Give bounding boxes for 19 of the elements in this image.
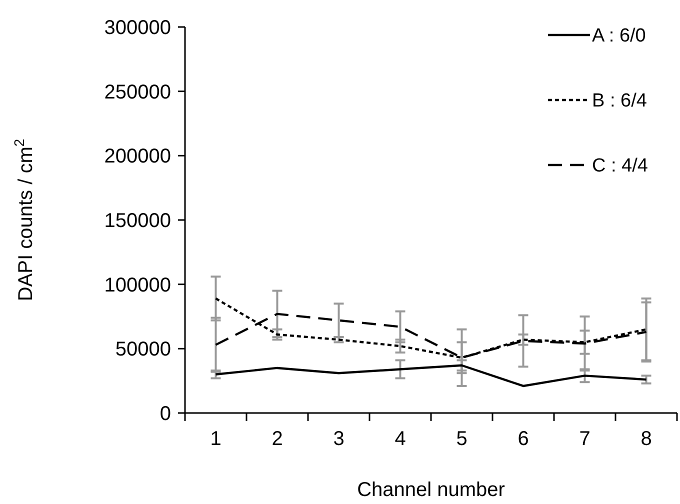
legend-label: B : 6/4 (592, 90, 648, 112)
y-tick-label: 150000 (104, 210, 171, 232)
x-axis-title: Channel number (357, 479, 506, 501)
y-tick-label: 0 (160, 403, 171, 425)
x-tick-label: 1 (210, 428, 222, 450)
y-tick-label: 50000 (115, 338, 171, 361)
x-tick-label: 5 (456, 428, 468, 450)
x-tick-label: 7 (579, 428, 590, 450)
x-tick-label: 3 (333, 428, 344, 450)
x-tick-label: 8 (640, 428, 652, 450)
x-tick-label: 6 (518, 428, 529, 450)
legend-label: C : 4/4 (592, 156, 648, 177)
legend-label: A : 6/0 (592, 26, 646, 47)
x-tick-label: 2 (272, 428, 283, 450)
x-tick-label: 4 (394, 428, 406, 450)
y-tick-label: 250000 (104, 81, 171, 104)
y-tick-label: 100000 (104, 274, 171, 296)
y-tick-label: 300000 (104, 17, 171, 39)
y-tick-label: 200000 (104, 146, 171, 168)
